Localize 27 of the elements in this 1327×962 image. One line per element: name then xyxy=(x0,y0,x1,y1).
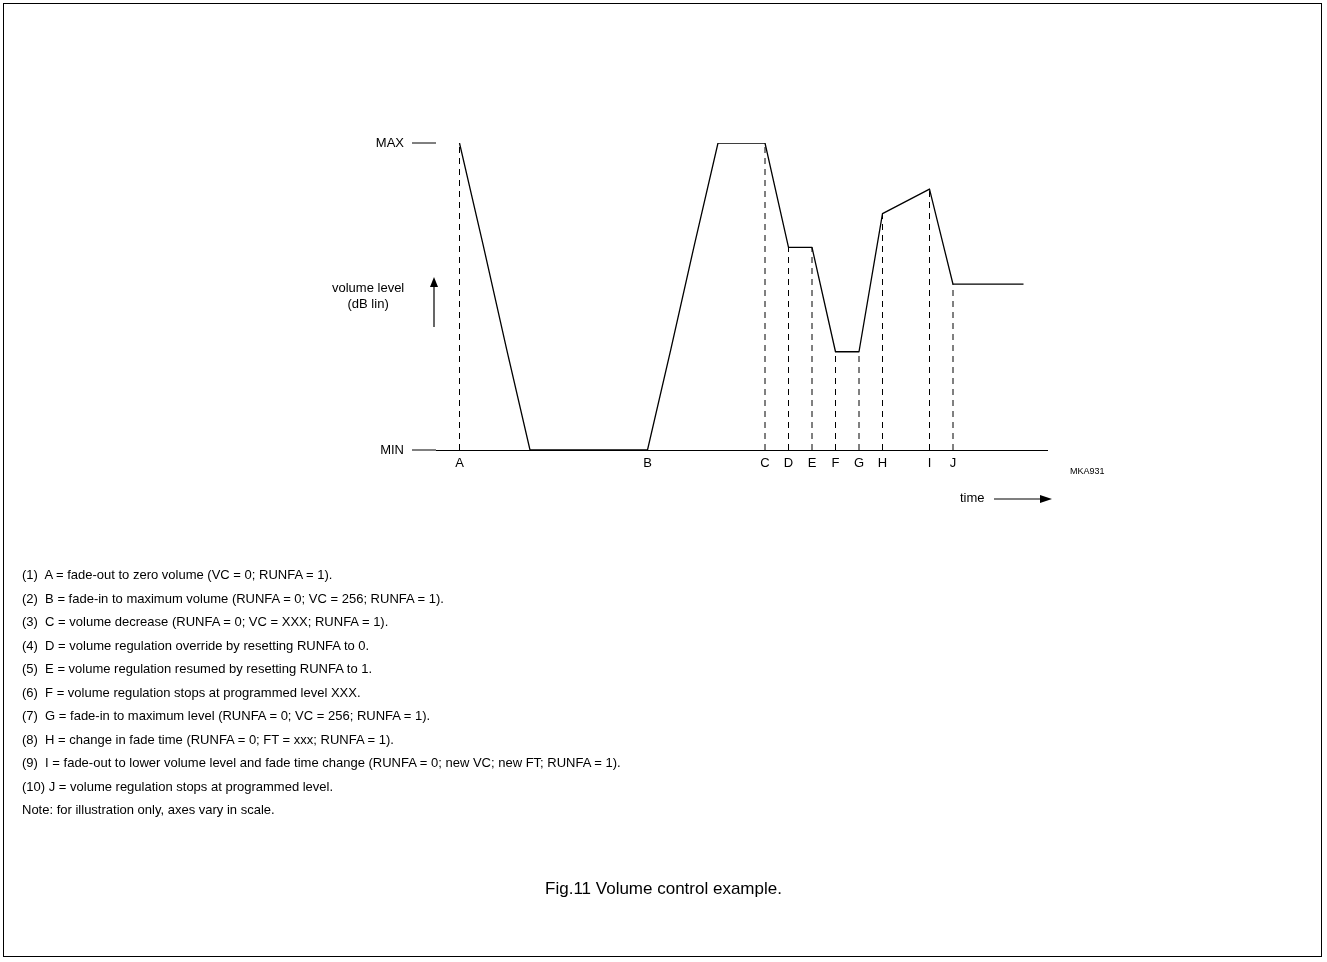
text: (4) D = volume regulation override by resetting RUNFA to 0. xyxy=(22,636,371,655)
text: (3) C = volume decrease (RUNFA = 0; VC = XXX; RUNFA = 1). xyxy=(22,613,390,631)
x-tick-label: D xyxy=(783,455,794,471)
x-tick-label: F xyxy=(831,455,840,471)
text: MIN xyxy=(380,441,404,457)
text: (8) H = change in fade time (RUNFA = 0; FT = xxx; RUNFA = 1). xyxy=(22,730,395,749)
x-tick-label: H xyxy=(877,455,888,471)
text: Fig.11 Volume control example. xyxy=(544,879,783,899)
x-tick-label: A xyxy=(455,455,465,471)
text: (7) G = fade-in to maximum level (RUNFA = 0; VC = 256; RUNFA = 1). xyxy=(22,707,432,725)
text: (5) E = volume regulation resumed by resetting RUNFA to 1. xyxy=(22,660,374,678)
x-tick-label: J xyxy=(949,455,957,471)
text: MKA931 xyxy=(1070,466,1105,476)
x-axis-title: time xyxy=(960,490,985,505)
x-tick-label: B xyxy=(643,455,652,471)
text: (2) B = fade-in to maximum volume (RUNFA = 0; VC = 256; RUNFA = 1). xyxy=(22,589,445,608)
text: (10) J = volume regulation stops at programmed level. xyxy=(22,777,335,796)
text: (6) F = volume regulation stops at programmed level XXX. xyxy=(22,683,362,702)
x-tick-label: I xyxy=(927,455,932,471)
text: Note: for illustration only, axes vary in scale. xyxy=(22,801,276,819)
x-tick-label: E xyxy=(807,455,817,471)
text: (1) A = fade-out to zero volume (VC = 0; RUNFA = 1). xyxy=(22,566,334,584)
x-tick-label: C xyxy=(760,455,770,471)
x-tick-label: G xyxy=(853,455,865,471)
y-axis-title: volume level (dB lin) xyxy=(332,280,405,312)
text: MAX xyxy=(375,134,405,150)
text: (9) I = fade-out to lower volume level and fade time change (RUNFA = 0; new VC; new FT; RUNFA = 1). xyxy=(22,754,621,772)
